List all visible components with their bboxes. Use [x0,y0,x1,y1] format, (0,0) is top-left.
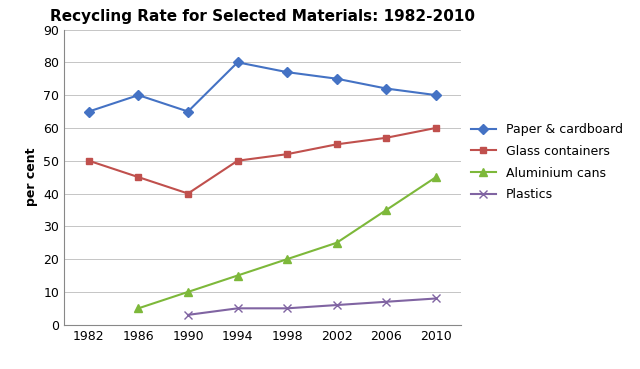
Paper & cardboard [432,93,440,97]
Line: Aluminium cans: Aluminium cans [134,173,440,313]
Paper & cardboard [184,109,192,114]
Paper & cardboard [333,76,340,81]
Aluminium cans [284,257,291,261]
Paper & cardboard [284,70,291,75]
Aluminium cans [184,290,192,294]
Glass containers [333,142,340,146]
Aluminium cans [134,306,142,311]
Paper & cardboard [234,60,241,65]
Plastics [383,300,390,304]
Y-axis label: per cent: per cent [24,148,38,206]
Plastics [234,306,241,311]
Line: Paper & cardboard: Paper & cardboard [85,59,440,115]
Glass containers [284,152,291,156]
Glass containers [134,175,142,179]
Line: Glass containers: Glass containers [85,124,440,197]
Title: Recycling Rate for Selected Materials: 1982-2010: Recycling Rate for Selected Materials: 1… [50,9,475,24]
Paper & cardboard [383,86,390,91]
Paper & cardboard [134,93,142,97]
Plastics [333,303,340,307]
Line: Plastics: Plastics [184,294,440,319]
Plastics [432,296,440,301]
Legend: Paper & cardboard, Glass containers, Aluminium cans, Plastics: Paper & cardboard, Glass containers, Alu… [467,120,627,205]
Glass containers [234,159,241,163]
Glass containers [184,191,192,196]
Aluminium cans [333,241,340,245]
Glass containers [432,126,440,130]
Aluminium cans [383,208,390,212]
Aluminium cans [432,175,440,179]
Plastics [184,313,192,317]
Plastics [284,306,291,311]
Glass containers [383,135,390,140]
Glass containers [85,159,93,163]
Aluminium cans [234,273,241,278]
Paper & cardboard [85,109,93,114]
